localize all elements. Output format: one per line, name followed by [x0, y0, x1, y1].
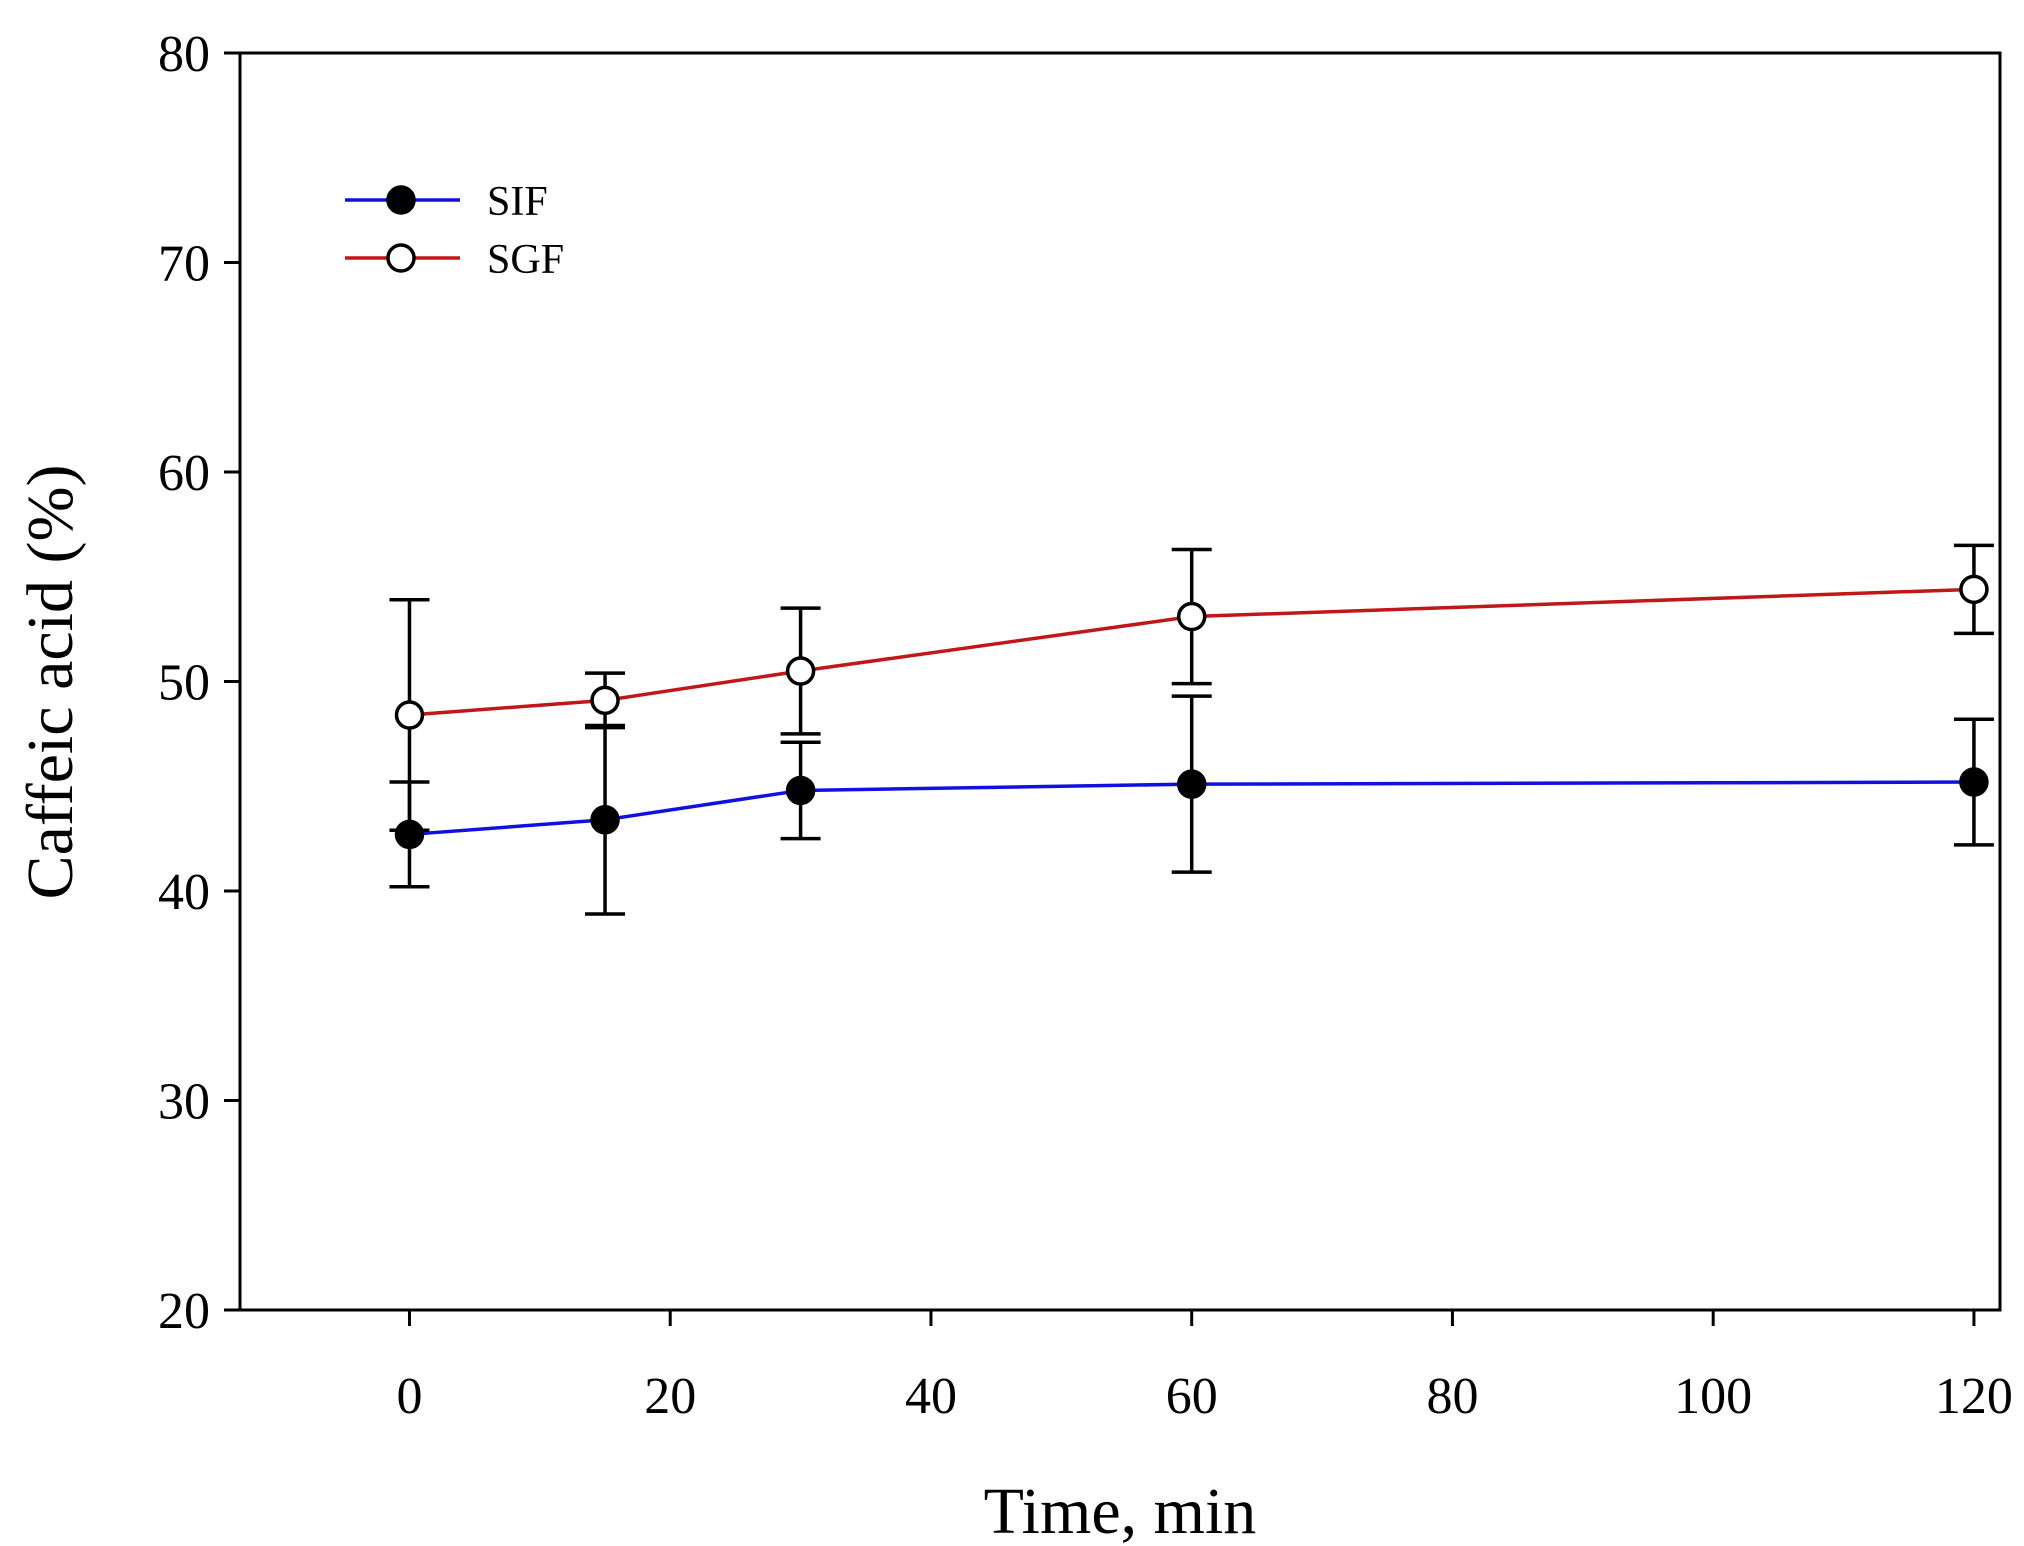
legend: SIF SGF [345, 179, 564, 283]
y-tick-label: 30 [158, 1074, 210, 1131]
x-tick-label: 120 [1935, 1368, 2013, 1425]
data-point-sgf [1176, 601, 1207, 632]
y-tick-label: 80 [158, 26, 210, 83]
data-point-sgf [785, 656, 816, 686]
y-tick-label: 20 [158, 1283, 210, 1340]
x-tick-label: 100 [1674, 1368, 1752, 1425]
x-tick-label: 60 [1166, 1368, 1218, 1425]
y-axis: 20 30 40 50 60 70 80 [158, 26, 240, 1340]
data-point-sgf [590, 685, 620, 716]
legend-label-sif: SIF [487, 179, 548, 225]
x-tick-label: 20 [644, 1368, 696, 1425]
legend-label-sgf: SGF [487, 237, 564, 283]
x-axis-title: Time, min [984, 1475, 1257, 1546]
data-point-sif [590, 805, 620, 835]
y-tick-label: 40 [158, 864, 210, 921]
legend-marker-sif [386, 185, 416, 215]
x-tick-label: 0 [396, 1368, 422, 1425]
y-tick-label: 70 [158, 236, 210, 293]
legend-marker-sgf [386, 243, 416, 273]
data-point-sif [1176, 769, 1207, 799]
series-sif [389, 694, 1994, 916]
x-tick-label: 40 [905, 1368, 957, 1425]
data-point-sgf [1959, 574, 1989, 605]
data-point-sgf [394, 700, 425, 730]
y-tick-label: 50 [158, 655, 210, 712]
data-point-sif [1959, 767, 1989, 797]
x-tick-label: 80 [1426, 1368, 1478, 1425]
y-tick-label: 60 [158, 445, 210, 502]
data-point-sif [785, 775, 816, 806]
series-layer [389, 543, 1994, 916]
x-axis: 0 20 40 60 80 100 120 [396, 1310, 2013, 1425]
series-sgf [389, 543, 1994, 832]
y-axis-title: Caffeic acid (%) [14, 465, 87, 900]
